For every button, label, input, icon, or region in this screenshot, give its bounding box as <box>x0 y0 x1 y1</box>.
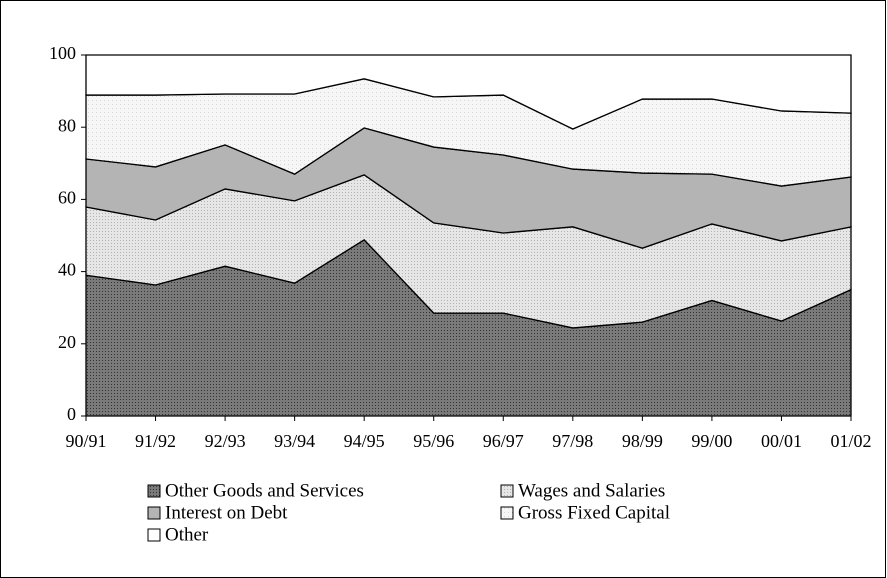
legend-swatch <box>147 506 161 520</box>
legend-swatch <box>147 528 161 542</box>
plot-area: 0 20 40 60 80 100 90/91 91/92 92/93 93/94 94/95 95/… <box>49 43 872 451</box>
x-tick-label: 90/91 <box>65 431 106 451</box>
legend-label: Other Goods and Services <box>165 480 364 501</box>
x-tick-label: 99/00 <box>691 431 732 451</box>
x-tick-label: 92/93 <box>205 431 246 451</box>
legend-label: Interest on Debt <box>165 502 288 523</box>
x-tick-label: 01/02 <box>830 431 871 451</box>
x-tick-label: 96/97 <box>483 431 524 451</box>
x-tick-label: 97/98 <box>552 431 593 451</box>
x-tick-label: 94/95 <box>344 431 385 451</box>
y-tick-label: 0 <box>67 404 76 424</box>
legend-label: Other <box>165 524 209 545</box>
y-tick-label: 20 <box>58 332 76 352</box>
x-tick-label: 98/99 <box>622 431 663 451</box>
x-tick-label: 00/01 <box>761 431 802 451</box>
legend-swatch <box>147 484 161 498</box>
y-tick-label: 40 <box>58 260 76 280</box>
legend-swatch <box>500 506 514 520</box>
x-tick-label: 91/92 <box>135 431 176 451</box>
y-tick-label: 100 <box>49 43 76 63</box>
y-tick-label: 60 <box>58 188 76 208</box>
x-tick-label: 95/96 <box>413 431 454 451</box>
x-tick-label: 93/94 <box>274 431 315 451</box>
legend-label: Wages and Salaries <box>518 480 665 501</box>
legend-swatch <box>500 484 514 498</box>
y-tick-label: 80 <box>58 115 76 135</box>
legend: Other Goods and Services Wages and Salari… <box>147 480 670 545</box>
legend-label: Gross Fixed Capital <box>518 502 670 523</box>
plot-border <box>85 54 852 417</box>
